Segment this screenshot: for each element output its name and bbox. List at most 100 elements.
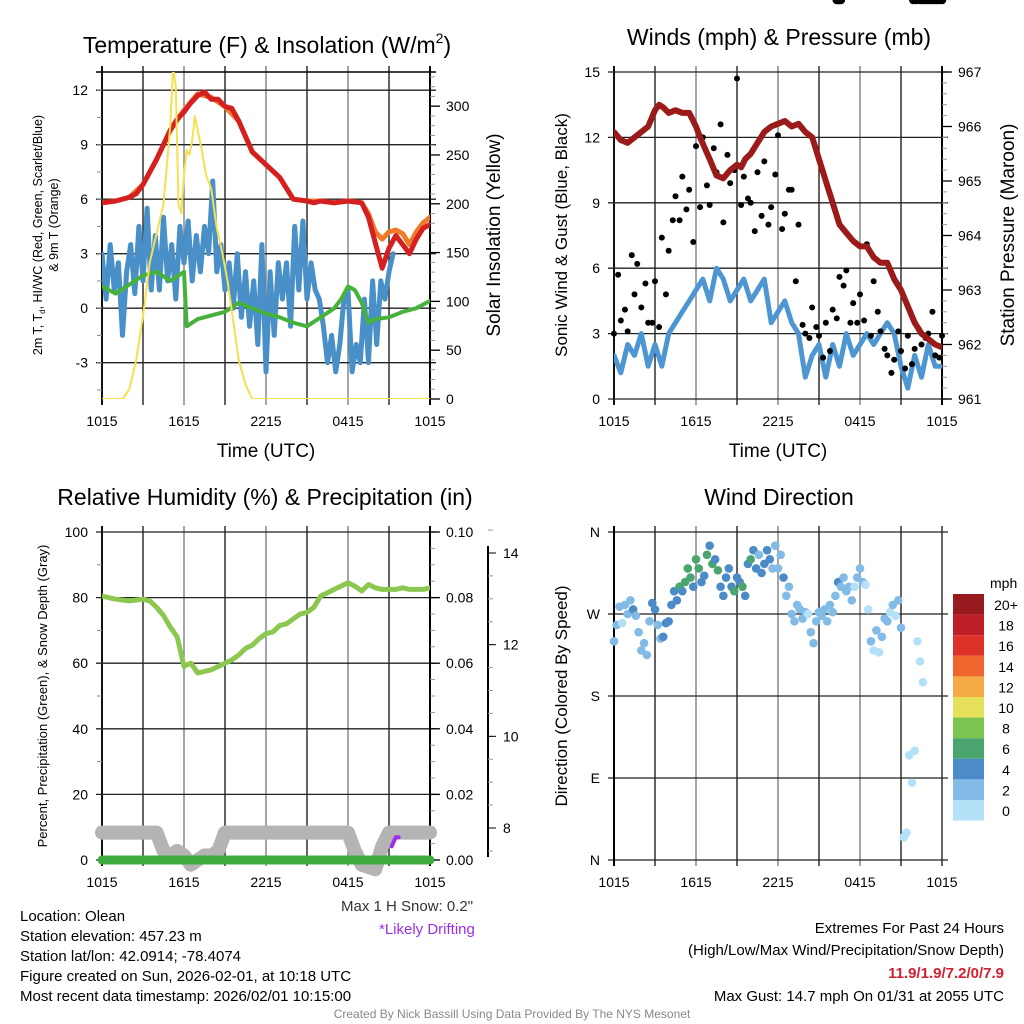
elevation-label: Station elevation: 457.23 m (20, 928, 202, 945)
y2-axis-label: Station Pressure (Maroon) (998, 124, 1019, 347)
gust-point (888, 369, 895, 376)
gust-point (788, 186, 795, 193)
y-axis-label: Sonic Wind & Gust (Blue, Black) (552, 113, 571, 357)
colorbar-swatch (953, 676, 984, 697)
gust-point (843, 267, 850, 274)
direction-point (891, 611, 900, 621)
colorbar-label: 14 (998, 659, 1014, 675)
y-tick-label: 0 (80, 300, 88, 316)
x-tick-label: 1015 (926, 874, 957, 890)
gust-point (861, 317, 868, 324)
direction-point (631, 611, 641, 621)
gust-point (658, 234, 665, 241)
direction-point (658, 632, 668, 642)
direction-point (617, 618, 627, 628)
gust-point (662, 291, 669, 298)
solar-insolation-line (102, 72, 430, 399)
x-tick-label: 1015 (598, 874, 629, 890)
gust-point (781, 210, 788, 217)
direction-point (896, 623, 906, 632)
extremes-title: Extremes For Past 24 Hours (814, 920, 1004, 937)
precip-axis-tick-label: 0.10 (446, 524, 473, 540)
direction-point (699, 571, 709, 581)
colorbar-swatch (953, 594, 984, 615)
direction-point (836, 0, 846, 5)
x-tick-label: 1015 (86, 874, 117, 890)
title-superscript: 2 (436, 30, 444, 46)
direction-point (911, 0, 921, 5)
direction-point (653, 620, 663, 630)
direction-point (847, 596, 857, 605)
gust-point (874, 308, 881, 315)
temperature-panel: Temperature (F) & Insolation (W/m2) 1015 1… (31, 30, 505, 462)
chart-title: Wind Direction (704, 484, 854, 510)
precip-axis-tick-label: 0.02 (446, 786, 473, 802)
insolation-axis-tick-label: 300 (446, 98, 470, 114)
direction-point (907, 778, 917, 787)
y-tick-label: N (590, 524, 600, 540)
gust-point (744, 195, 751, 202)
max-snow-label: Max 1 H Snow: 0.2" (341, 898, 474, 915)
colorbar-swatch (953, 614, 984, 636)
gust-point (628, 252, 635, 259)
gust-point (703, 182, 710, 189)
gust-point (929, 308, 936, 315)
x-tick-label: 2215 (250, 874, 281, 890)
chart-title: Temperature (F) & Insolation (W/m2) (83, 30, 451, 58)
direction-point (710, 555, 720, 564)
pressure-axis-tick-label: 967 (958, 64, 982, 80)
direction-point (738, 582, 747, 591)
x-tick-label: 2215 (762, 874, 793, 890)
y-tick-label: S (591, 688, 600, 704)
y-tick-label: 6 (592, 260, 600, 276)
gust-point (813, 324, 820, 331)
direction-point (893, 596, 903, 605)
gust-point (656, 324, 663, 331)
direction-point (803, 609, 813, 619)
pressure-axis-tick-label: 966 (958, 119, 982, 135)
station-pressure-line (614, 101, 942, 351)
chart-title: Winds (mph) & Pressure (mb) (627, 24, 931, 50)
gust-point (826, 348, 833, 355)
direction-point (839, 573, 848, 582)
colorbar-label: 8 (1002, 721, 1010, 737)
snow-axis-tick-label: 14 (503, 545, 519, 561)
x-tick-label: 1615 (680, 413, 711, 429)
direction-point (773, 564, 783, 573)
colorbar-swatch (953, 738, 984, 759)
gust-point (799, 321, 806, 328)
direction-point (866, 637, 876, 646)
gust-point (884, 352, 891, 359)
x-tick-label: 2215 (250, 413, 281, 429)
y-tick-label: 9 (592, 195, 600, 211)
x-tick-label: 1015 (414, 413, 445, 429)
chart-title: Relative Humidity (%) & Precipitation (i… (57, 484, 472, 510)
x-tick-label: 0415 (844, 874, 875, 890)
gust-point (642, 280, 649, 287)
x-tick-label: 0415 (332, 413, 363, 429)
direction-point (645, 616, 654, 626)
direction-point (787, 609, 796, 619)
direction-point (806, 627, 816, 637)
direction-point (861, 580, 870, 590)
precip-axis-tick-label: 0.04 (446, 721, 473, 737)
humidity-panel: Relative Humidity (%) & Precipitation (i… (35, 484, 519, 890)
insolation-axis-tick-label: 250 (446, 147, 470, 163)
y2-axis-label: Solar Insolation (Yellow) (484, 133, 505, 336)
direction-point (686, 573, 695, 582)
direction-point (609, 637, 619, 646)
direction-point (683, 564, 693, 573)
direction-point (937, 0, 947, 5)
x-tick-label: 1015 (926, 413, 957, 429)
gust-point (820, 354, 827, 361)
y-tick-label: 100 (65, 524, 89, 540)
y-tick-label: 6 (80, 191, 88, 207)
gust-point (891, 356, 898, 363)
gust-point (724, 151, 731, 158)
gust-point (693, 143, 699, 150)
gust-point (836, 273, 843, 280)
direction-point (855, 564, 865, 573)
y-axis-label-line2: & 9m T (Orange) (47, 178, 61, 271)
y-tick-label: N (590, 852, 600, 868)
precip-axis-tick-label: 0.00 (446, 852, 473, 868)
